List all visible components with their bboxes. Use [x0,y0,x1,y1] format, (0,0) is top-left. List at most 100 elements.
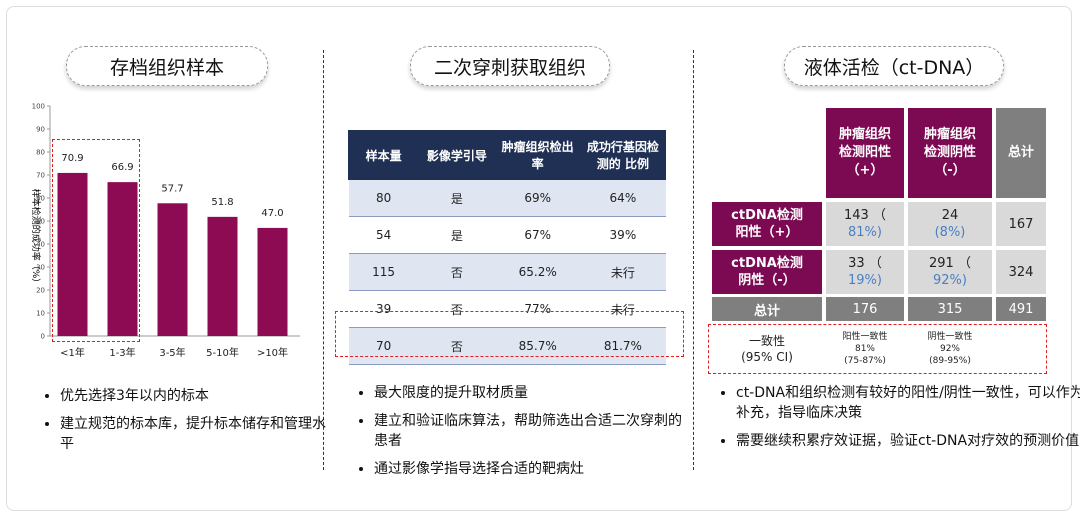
bullet: 通过影像学指导选择合适的靶病灶 [374,459,694,479]
bullet-list: 最大限度的提升取材质量建立和验证临床算法，帮助筛选出合适二次穿刺的患者通过影像学… [356,383,694,487]
cell-line: （-） [934,163,966,178]
total-cell: 167 [996,202,1046,246]
table-row: 54 是 67% 39% [348,216,666,254]
bullet: 最大限度的提升取材质量 [374,383,694,403]
bar [107,182,138,336]
bar [157,203,188,336]
table-row: 80 是 69% 64% [348,179,666,217]
bullet: 建立规范的标本库，提升标本储存和管理水平 [60,414,330,454]
cell-line: 81% [854,344,875,354]
bullet: ct-DNA和组织检测有较好的阳性/阴性一致性，可以作为补充，指导临床决策 [736,383,1080,423]
table-cell: 77% [495,290,581,328]
highlight-box [335,311,684,357]
bar [257,227,288,336]
cell-line: 92%) [933,273,967,288]
table-row: 39 否 77% 未行 [348,290,666,328]
x-tick-label: 1-3年 [109,346,135,359]
divider [323,50,324,470]
cell-line: (89-95%) [929,356,971,366]
bullet: 需要继续积累疗效证据，验证ct-DNA对疗效的预测价值 [736,431,1080,451]
x-tick-label: <1年 [60,346,85,359]
header-cell: 影像学引导 [418,130,496,180]
x-tick-label: 3-5年 [159,346,185,359]
total-row-cell: 总计 [712,297,822,321]
cell-line: (75-87%) [844,356,886,366]
bar [207,216,238,336]
cell-line: 143 （ [844,208,886,223]
table-cell: 70 [348,327,419,365]
value-label: 51.8 [211,197,233,208]
table-cell: 67% [495,216,581,254]
column-header: 肿瘤组织检测阴性 （-） [908,108,992,198]
total-row-cell: 176 [826,297,904,321]
table-cell: 否 [418,253,496,291]
table-cell: 81.7% [580,327,666,365]
y-tick-label: 40 [36,241,45,249]
chart: 样本检测的成功率（%） 0 10 20 30 40 50 60 70 80 90 100 70.9 <1… [30,103,300,359]
consistency-item: 阴性一致性 92% (89-95%) [908,326,992,372]
table-cell: 85.7% [495,327,581,365]
bullet: 建立和验证临床算法，帮助筛选出合适二次穿刺的患者 [374,411,694,451]
x-tick-label: >10年 [257,346,288,359]
section-title: 存档组织样本 [66,46,268,86]
bullet-list: 优先选择3年以内的标本建立规范的标本库，提升标本储存和管理水平 [42,386,330,462]
column-header: 总计 [996,108,1046,198]
divider [693,50,694,470]
total-row-cell: 491 [996,297,1046,321]
column-header: 肿瘤组织检测阳性 （+） [826,108,904,198]
cell-line: 肿瘤组织 [838,127,891,142]
y-tick-label: 70 [36,172,45,180]
header-cell: 肿瘤组织检出率 [494,130,581,180]
table-cell: 是 [418,216,496,254]
header-cell: 成功行基因检测的 比例 [579,130,667,180]
consistency-item: 阳性一致性 81% (75-87%) [826,326,904,372]
y-tick-label: 90 [36,126,45,134]
consistency-label: 一致性 (95% CI) [712,326,822,372]
table-cell: 143 （ 81%) [826,202,904,246]
table-cell: 69% [495,179,581,217]
highlight-box [52,139,140,342]
cell-line: 检测阳性 [838,145,891,160]
section-title: 二次穿刺获取组织 [410,46,610,86]
table-cell: 39% [580,216,666,254]
table-row: 70 否 85.7% 81.7% [348,327,666,365]
total-row-cell: 315 [908,297,992,321]
table-cell: 未行 [580,290,666,328]
table-cell: 65.2% [495,253,581,291]
table-cell: 是 [418,179,496,217]
cell-line: ctDNA检测 [731,256,803,271]
cell-line: 肿瘤组织 [923,127,976,142]
row-header: ctDNA检测 阳性（+） [712,202,822,246]
cell-line: (8%) [934,225,966,240]
y-tick-label: 0 [41,333,45,341]
cell-line: ctDNA检测 [731,208,803,223]
table-cell: 39 [348,290,419,328]
cell-line: 阴性（-） [738,273,796,288]
cell-line: 阳性（+） [735,225,799,240]
cell-line: 检测阴性 [923,145,976,160]
cell-line: 阴性一致性 [927,332,973,342]
table: 样本量 影像学引导 肿瘤组织检出率 成功行基因检测的 比例 80 是 69% 64% 54 是 67… [347,130,667,365]
bar [57,172,88,336]
cell-line: 总计 [1007,145,1034,160]
y-tick-label: 60 [36,195,45,203]
header-row: 样本量 影像学引导 肿瘤组织检出率 成功行基因检测的 比例 [347,130,667,180]
y-tick-label: 30 [36,264,45,272]
cell-line: 81%) [848,225,882,240]
total-cell: 324 [996,250,1046,294]
table-cell: 33 （ 19%) [826,250,904,294]
y-tick-label: 80 [36,149,45,157]
table-cell: 291 （ 92%) [908,250,992,294]
y-tick-label: 10 [36,310,45,318]
y-axis-label: 样本检测的成功率（%） [30,189,42,288]
table-cell: 64% [580,179,666,217]
x-tick-label: 5-10年 [206,346,239,359]
bullet: 优先选择3年以内的标本 [60,386,330,406]
cell-line: （+） [846,163,884,178]
table-cell: 115 [348,253,419,291]
frame [6,6,1072,511]
table-cell: 24 (8%) [908,202,992,246]
value-label: 70.9 [61,153,83,164]
cell-line: 92% [939,344,960,354]
cell-line: (95% CI) [741,350,793,364]
